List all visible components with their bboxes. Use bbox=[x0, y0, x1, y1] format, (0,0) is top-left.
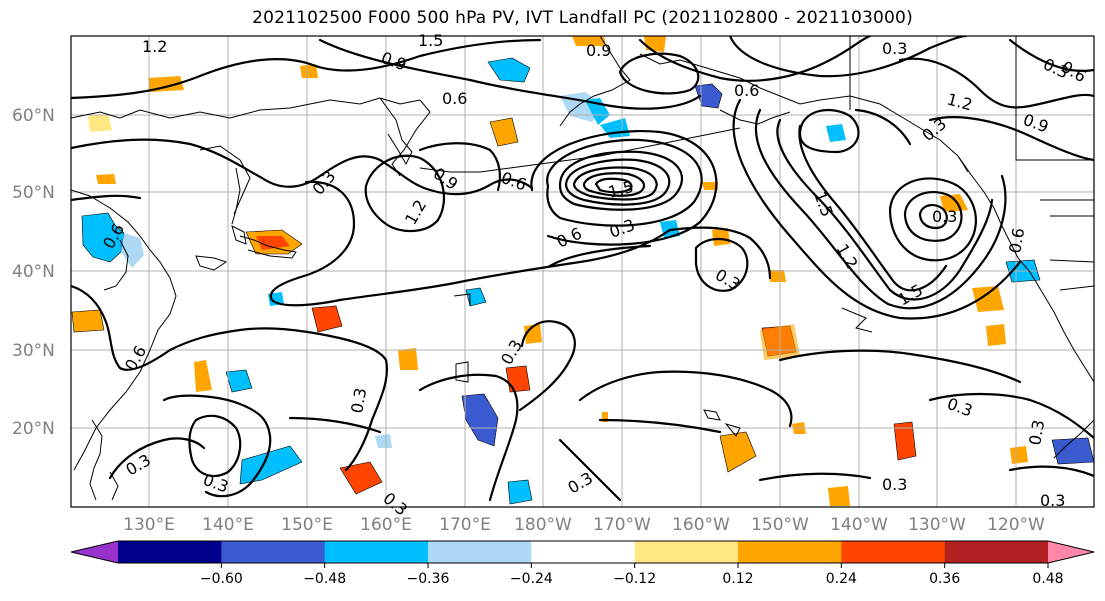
pos-anomaly-blob bbox=[940, 194, 968, 212]
pos-anomaly-blob bbox=[893, 421, 917, 461]
contour-label: 0.3 bbox=[1025, 418, 1048, 446]
coastlines bbox=[71, 36, 1094, 501]
lon-label: 140°W bbox=[830, 515, 888, 535]
contour-label: 0.6 bbox=[442, 89, 467, 108]
lat-label-60n: 60°N bbox=[12, 106, 55, 126]
lon-label: 130°E bbox=[123, 515, 175, 535]
pos-anomaly-blob bbox=[88, 114, 112, 132]
neg-anomaly-blob bbox=[487, 57, 531, 83]
ivt-shading-layer bbox=[71, 36, 1094, 506]
contour-label: 1.2 bbox=[142, 37, 167, 56]
pos-anomaly-blob bbox=[311, 305, 343, 333]
pos-anomaly-blob bbox=[702, 182, 718, 190]
colorbar-segment bbox=[531, 541, 636, 563]
contour-label: 0.6 bbox=[1005, 226, 1028, 254]
colorbar-segment bbox=[324, 541, 429, 563]
colorbar-segment bbox=[221, 541, 326, 563]
pos-anomaly-blob bbox=[768, 270, 786, 282]
colorbar-tick-label: −0.60 bbox=[200, 571, 243, 587]
pos-anomaly-blob bbox=[1010, 446, 1028, 464]
neg-anomaly-blob bbox=[225, 369, 253, 393]
lat-label-40n: 40°N bbox=[12, 262, 55, 282]
neg-anomaly-blob bbox=[507, 479, 533, 505]
colorbar-tick-label: −0.12 bbox=[613, 571, 656, 587]
map-title: 2021102500 F000 500 hPa PV, IVT Landfall… bbox=[252, 8, 913, 28]
lat-label-50n: 50°N bbox=[12, 183, 55, 203]
neg-anomaly-blob bbox=[121, 233, 144, 268]
colorbar-tick-label: −0.24 bbox=[510, 571, 553, 587]
lon-label: 160°E bbox=[360, 515, 412, 535]
colorbar-segment bbox=[841, 541, 946, 563]
colorbar-tick-label: 0.24 bbox=[826, 571, 857, 587]
colorbar-segment bbox=[428, 541, 532, 563]
latitude-labels: 60°N 50°N 40°N 30°N 20°N bbox=[12, 106, 55, 439]
pos-anomaly-blob bbox=[524, 324, 542, 344]
lon-label: 150°E bbox=[281, 515, 333, 535]
contour-label: 0.3 bbox=[932, 207, 957, 226]
pos-anomaly-blob bbox=[828, 486, 850, 506]
pos-anomaly-blob bbox=[194, 360, 212, 392]
contour-label: 0.3 bbox=[882, 39, 907, 58]
lon-label: 160°W bbox=[672, 515, 730, 535]
pos-anomaly-blob bbox=[300, 64, 318, 78]
pos-anomaly-blob bbox=[489, 117, 519, 147]
pos-anomaly-blob bbox=[644, 36, 666, 52]
lon-label: 150°W bbox=[751, 515, 809, 535]
colorbar-segment bbox=[118, 541, 222, 563]
lon-label: 130°W bbox=[908, 515, 966, 535]
pos-anomaly-blob bbox=[71, 309, 105, 333]
colorbar-tick-label: −0.48 bbox=[303, 571, 346, 587]
neg-anomaly-blob bbox=[465, 287, 487, 307]
colorbar-tick-label: 0.48 bbox=[1032, 571, 1063, 587]
colorbar-tick-label: 0.36 bbox=[929, 571, 960, 587]
pv-contours bbox=[71, 36, 1094, 502]
lon-label: 180°W bbox=[514, 515, 572, 535]
pos-anomaly-blob bbox=[986, 324, 1006, 346]
pos-anomaly-blob bbox=[398, 348, 418, 370]
pos-anomaly-blob bbox=[339, 461, 383, 495]
pos-anomaly-blob bbox=[505, 365, 531, 393]
colorbar-segment bbox=[944, 541, 1049, 563]
colorbar-segment bbox=[738, 541, 842, 563]
colorbar-segment bbox=[634, 541, 739, 563]
pos-anomaly-blob bbox=[712, 228, 730, 246]
lon-label: 170°W bbox=[593, 515, 651, 535]
contour-label: 0.3 bbox=[347, 386, 370, 414]
lon-label: 120°W bbox=[987, 515, 1045, 535]
contour-label: 1.5 bbox=[418, 31, 443, 50]
pos-anomaly-blob bbox=[572, 36, 606, 46]
lon-label: 170°E bbox=[439, 515, 491, 535]
lat-label-20n: 20°N bbox=[12, 419, 55, 439]
colorbar-tick-label: 0.12 bbox=[722, 571, 753, 587]
colorbar-extend-max bbox=[1048, 541, 1094, 563]
colorbar-tick-label: −0.36 bbox=[407, 571, 450, 587]
lat-label-30n: 30°N bbox=[12, 341, 55, 361]
colorbar-extend-min bbox=[71, 541, 118, 563]
lon-label: 140°E bbox=[202, 515, 254, 535]
colorbar: −0.60 −0.48 −0.36 −0.24 −0.12 0.12 0.24 0.36 0.4… bbox=[70, 540, 1095, 587]
longitude-labels: 130°E 140°E 150°E 160°E 170°E 180°W 170°… bbox=[123, 515, 1045, 535]
map-border bbox=[70, 35, 1095, 508]
neg-anomaly-blob bbox=[461, 393, 499, 447]
neg-anomaly-blob bbox=[239, 445, 303, 485]
contour-label: 0.3 bbox=[1040, 491, 1065, 510]
neg-anomaly-blob bbox=[375, 434, 392, 448]
neg-anomaly-blob bbox=[826, 124, 846, 142]
pos-anomaly-blob bbox=[972, 286, 1004, 312]
pos-anomaly-blob bbox=[256, 236, 290, 250]
pos-anomaly-blob bbox=[96, 174, 116, 184]
colorbar-outline bbox=[70, 540, 1095, 564]
neg-anomaly-blob bbox=[1051, 437, 1094, 465]
contour-label: 0.3 bbox=[882, 475, 907, 494]
contour-label: 0.6 bbox=[734, 81, 759, 100]
contour-label: 0.9 bbox=[586, 41, 611, 60]
